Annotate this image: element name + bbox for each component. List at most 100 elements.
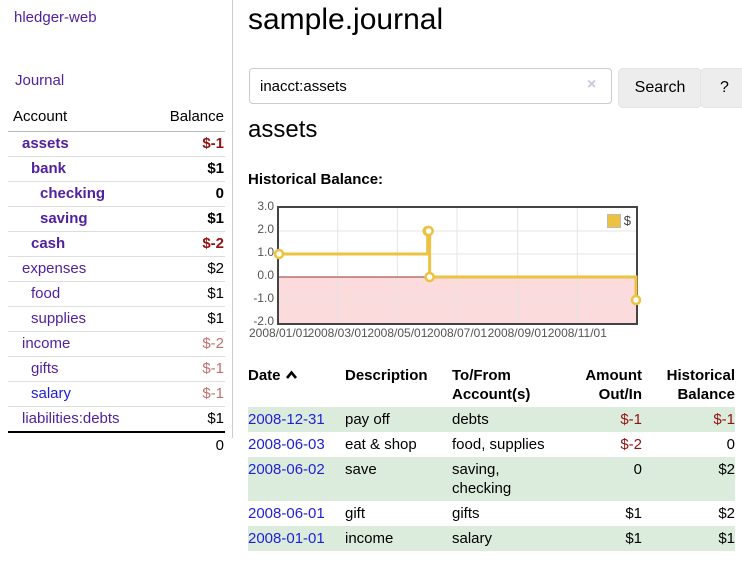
sidebar-accounts-body: assets $-1 bank $1 checking 0 saving $1 cash $-2 e… [8,132,225,432]
sidebar-account-link-bank[interactable]: bank [31,160,67,177]
sidebar-item-journal[interactable]: Journal [15,72,65,89]
register-description-header: Description [345,367,428,384]
transaction-balance: $2 [718,461,735,478]
sidebar-account-link-gifts[interactable]: gifts [31,360,59,377]
x-axis-tick-label: 2008/09/01 [487,326,548,340]
sidebar-account-link-checking[interactable]: checking [40,185,106,202]
sidebar-divider [232,0,233,438]
sidebar-account-balance: $1 [148,206,225,232]
sidebar-account-link-saving[interactable]: saving [40,210,88,227]
sidebar-account-row: supplies $1 [8,306,225,332]
sidebar-account-link-assets[interactable]: assets [22,135,69,152]
transaction-accounts: debts [452,411,489,428]
transaction-description: eat & shop [345,436,417,453]
sidebar-account-row: cash $-2 [8,231,225,257]
transaction-date-cell: 2008-01-01 [248,526,345,551]
register-date-header-label: Date [248,367,281,384]
transaction-accounts: saving, checking [452,461,512,497]
transaction-balance: $2 [718,505,735,522]
transaction-accounts: salary [452,530,493,547]
transaction-description: pay off [345,411,390,428]
transaction-accounts: food, supplies [452,436,545,453]
transaction-balance: $-1 [713,411,735,428]
transaction-date-link[interactable]: 2008-01-01 [248,530,325,547]
app-brand-link[interactable]: hledger-web [14,9,97,26]
transaction-date-cell: 2008-06-01 [248,501,345,526]
sidebar-account-link-liabilities-debts[interactable]: liabilities:debts [22,410,120,427]
transaction-amount: $1 [625,530,642,547]
transaction-date-cell: 2008-12-31 [248,407,345,432]
legend-swatch-icon [606,213,621,228]
chart-plot-area[interactable]: $ [273,206,642,325]
clear-search-icon[interactable]: × [587,76,597,93]
sidebar-account-link-salary[interactable]: salary [31,385,72,402]
sidebar-account-link-supplies[interactable]: supplies [31,310,87,327]
register-date-header[interactable]: Date [248,362,345,407]
x-axis-tick-label: 2008/01/01 [248,326,310,340]
transaction-description: income [345,530,394,547]
sidebar-total-balance: 0 [8,431,225,458]
sidebar-account-balance: $1 [148,281,225,307]
account-heading: assets [248,116,318,143]
y-axis-tick-label: 2.0 [257,222,274,236]
transaction-date-link[interactable]: 2008-06-03 [248,436,325,453]
transaction-amount: 0 [633,461,642,478]
transaction-balance: 0 [726,436,735,453]
transaction-amount: $1 [625,505,642,522]
transaction-date-link[interactable]: 2008-06-02 [248,461,325,478]
sidebar-account-row: food $1 [8,281,225,307]
transaction-date-link[interactable]: 2008-06-01 [248,505,325,522]
historical-balance-chart: $ 3.0 2.0 1.0 0.0 -1.0 -2.0 2008/01/01 2008/03… [248,196,742,346]
search-form: × Search ? [248,68,742,108]
sidebar-balance-column-header: Balance [148,104,225,132]
register-amount-header: Amount Out/In [585,367,642,403]
sidebar-accounts-header-row: Account Balance [8,104,225,132]
sidebar-account-balance: 0 [148,181,225,207]
sidebar-account-link-food[interactable]: food [31,285,61,302]
transaction-description: gift [345,505,366,522]
main-content: sample.journal × Search ? assets Histori… [248,0,742,582]
help-button[interactable]: ? [700,68,742,108]
x-axis-tick-label: 2008/11/01 [547,326,607,340]
sidebar-account-balance: $-2 [148,331,225,357]
register-table: Date Description To/From Account(s) Amou… [248,362,735,551]
sidebar-account-row: checking 0 [8,181,225,207]
sidebar-account-link-cash[interactable]: cash [31,235,66,252]
chart-title: Historical Balance: [248,171,384,188]
sidebar: hledger-web Journal Account Balance asse… [0,0,232,582]
register-row[interactable]: 2008-06-01 gift gifts $1 $2 [248,501,735,526]
transaction-description: save [345,461,377,478]
register-body: 2008-12-31 pay off debts $-1 $-1 2008-06-03 ea… [248,407,735,551]
register-row[interactable]: 2008-12-31 pay off debts $-1 $-1 [248,407,735,432]
sidebar-account-link-expenses[interactable]: expenses [22,260,87,277]
search-input[interactable] [249,68,612,104]
y-axis-tick-label: 3.0 [257,199,274,213]
register-row[interactable]: 2008-01-01 income salary $1 $1 [248,526,735,551]
register-row[interactable]: 2008-06-03 eat & shop food, supplies $-2 0 [248,432,735,457]
y-axis-tick-label: 0.0 [257,268,274,282]
chart-canvas [273,208,642,323]
sidebar-account-balance: $1 [148,156,225,182]
sidebar-account-row: liabilities:debts $1 [8,406,225,432]
search-button[interactable]: Search [618,68,702,108]
transaction-amount: $-2 [620,436,642,453]
sidebar-account-row: expenses $2 [8,256,225,282]
sidebar-account-balance: $-1 [148,381,225,407]
sidebar-total-row: 0 [8,431,225,458]
x-axis-tick-label: 2008/07/01 [426,326,488,340]
transaction-date-cell: 2008-06-03 [248,432,345,457]
sidebar-account-row: assets $-1 [8,132,225,157]
chart-legend: $ [606,213,631,228]
register-header-row: Date Description To/From Account(s) Amou… [248,362,735,407]
sidebar-account-row: gifts $-1 [8,356,225,382]
sort-ascending-icon [285,366,298,385]
sidebar-account-row: income $-2 [8,331,225,357]
y-axis-tick-label: -2.0 [253,314,274,328]
y-axis-tick-label: 1.0 [257,245,274,259]
sidebar-accounts-table: Account Balance assets $-1 bank $1 checking 0… [8,104,225,458]
sidebar-account-link-income[interactable]: income [22,335,71,352]
x-axis-tick-label: 2008/03/01 [307,326,368,340]
sidebar-account-balance: $-2 [148,231,225,257]
transaction-date-link[interactable]: 2008-12-31 [248,411,325,428]
register-row[interactable]: 2008-06-02 save saving, checking 0 $2 [248,457,735,501]
